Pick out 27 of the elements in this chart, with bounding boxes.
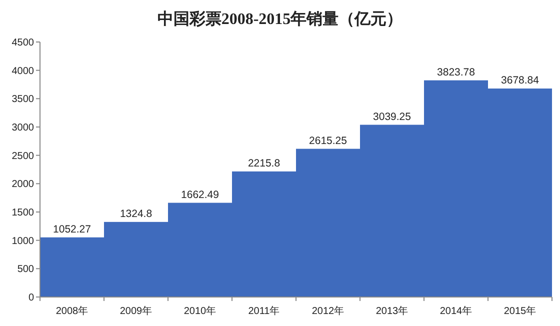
x-tick-label: 2008年 bbox=[56, 305, 88, 317]
y-tick-label: 2000 bbox=[12, 179, 34, 190]
y-tick-label: 0 bbox=[28, 292, 34, 304]
x-tick-label: 2015年 bbox=[504, 305, 536, 317]
y-tick-label: 2500 bbox=[12, 150, 34, 162]
x-tick-label: 2011年 bbox=[248, 305, 280, 317]
y-tick-label: 500 bbox=[17, 264, 34, 276]
data-label: 2215.8 bbox=[248, 157, 280, 170]
y-tick-label: 1000 bbox=[12, 236, 34, 247]
y-tick-label: 3000 bbox=[12, 122, 34, 134]
y-tick-label: 1500 bbox=[12, 208, 34, 218]
data-label: 1324.8 bbox=[120, 208, 152, 220]
x-tick-label: 2010年 bbox=[184, 305, 216, 317]
x-tick-label: 2014年 bbox=[440, 305, 472, 317]
y-tick-label: 3500 bbox=[12, 94, 34, 106]
y-tick-label: 4500 bbox=[12, 38, 34, 48]
x-tick-label: 2012年 bbox=[312, 305, 344, 317]
x-tick-label: 2009年 bbox=[120, 305, 152, 317]
data-label: 3039.25 bbox=[373, 110, 412, 123]
data-label: 1052.27 bbox=[53, 223, 92, 236]
data-label: 3678.84 bbox=[501, 74, 540, 87]
x-tick-label: 2013年 bbox=[376, 305, 408, 317]
data-label: 2615.25 bbox=[309, 134, 348, 147]
chart-title: 中国彩票2008-2015年销量（亿元） bbox=[157, 10, 403, 28]
data-label: 1662.49 bbox=[181, 188, 220, 201]
data-label: 3823.78 bbox=[437, 66, 476, 78]
y-tick-label: 4000 bbox=[12, 66, 34, 77]
